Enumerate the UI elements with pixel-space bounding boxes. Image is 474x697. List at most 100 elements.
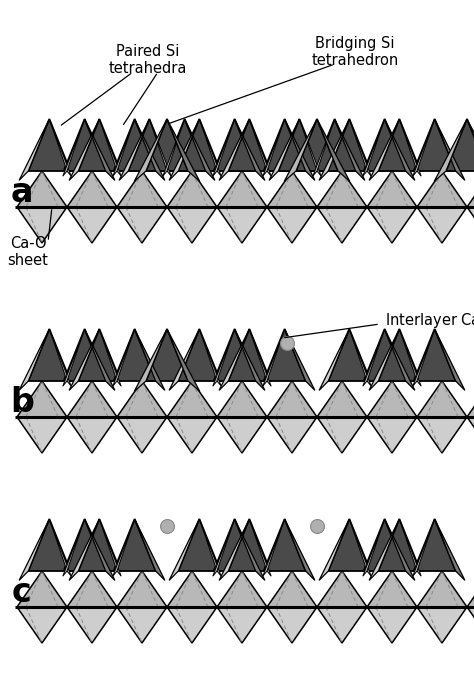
Polygon shape [85,519,115,581]
Polygon shape [269,119,300,181]
Polygon shape [317,607,367,643]
Polygon shape [363,119,384,176]
Polygon shape [319,119,349,181]
Polygon shape [17,607,67,643]
Polygon shape [167,119,200,181]
Polygon shape [369,519,400,581]
Polygon shape [363,519,384,576]
Polygon shape [414,119,456,171]
Polygon shape [17,417,67,453]
Polygon shape [285,329,315,390]
Polygon shape [67,381,117,417]
Text: c: c [12,576,32,608]
Polygon shape [435,519,465,581]
Polygon shape [69,329,100,390]
Polygon shape [219,119,249,181]
Polygon shape [317,381,367,417]
Polygon shape [67,171,117,207]
Polygon shape [117,207,167,243]
Text: b: b [10,385,34,418]
Polygon shape [19,119,49,181]
Polygon shape [284,119,317,181]
Polygon shape [67,417,117,453]
Polygon shape [364,329,406,381]
Polygon shape [367,607,417,643]
Polygon shape [349,119,371,176]
Polygon shape [135,329,165,390]
Polygon shape [167,381,217,417]
Polygon shape [328,519,370,571]
Polygon shape [267,381,317,417]
Polygon shape [85,329,115,390]
Polygon shape [19,329,49,390]
Polygon shape [28,519,70,571]
Polygon shape [119,119,149,181]
Text: a: a [11,176,33,208]
Polygon shape [285,119,315,181]
Polygon shape [314,119,356,171]
Polygon shape [400,119,421,176]
Text: Ca-O
sheet: Ca-O sheet [8,236,48,268]
Polygon shape [228,119,270,171]
Polygon shape [378,329,420,381]
Polygon shape [417,417,467,453]
Polygon shape [384,519,415,581]
Polygon shape [384,119,415,181]
Polygon shape [85,119,115,181]
Polygon shape [378,119,420,171]
Polygon shape [167,171,217,207]
Polygon shape [163,119,185,176]
Polygon shape [267,607,317,643]
Polygon shape [146,329,188,381]
Polygon shape [417,207,467,243]
Polygon shape [217,607,267,643]
Polygon shape [249,329,271,386]
Polygon shape [317,571,367,607]
Polygon shape [317,207,367,243]
Polygon shape [78,119,120,171]
Polygon shape [285,519,315,581]
Polygon shape [213,519,235,576]
Polygon shape [114,519,155,571]
Polygon shape [28,119,70,171]
Polygon shape [364,119,406,171]
Polygon shape [413,519,435,576]
Polygon shape [117,417,167,453]
Polygon shape [117,381,167,417]
Polygon shape [319,519,349,581]
Polygon shape [134,329,167,392]
Polygon shape [219,329,249,390]
Polygon shape [63,329,85,386]
Polygon shape [214,519,255,571]
Polygon shape [178,519,220,571]
Polygon shape [349,519,371,576]
Polygon shape [467,171,474,207]
Polygon shape [169,519,200,581]
Polygon shape [417,381,467,417]
Polygon shape [228,519,270,571]
Polygon shape [467,381,474,417]
Polygon shape [100,329,121,386]
Polygon shape [249,119,271,176]
Polygon shape [169,329,200,390]
Polygon shape [217,381,267,417]
Polygon shape [219,519,249,581]
Polygon shape [369,329,400,390]
Polygon shape [400,519,421,576]
Polygon shape [49,119,71,176]
Polygon shape [467,607,474,643]
Polygon shape [167,607,217,643]
Polygon shape [49,519,71,576]
Polygon shape [17,571,67,607]
Polygon shape [213,329,235,386]
Polygon shape [128,119,170,171]
Polygon shape [134,119,167,181]
Polygon shape [317,417,367,453]
Polygon shape [63,119,85,176]
Polygon shape [264,329,306,381]
Polygon shape [64,519,106,571]
Polygon shape [117,607,167,643]
Polygon shape [363,329,384,386]
Polygon shape [67,207,117,243]
Polygon shape [217,171,267,207]
